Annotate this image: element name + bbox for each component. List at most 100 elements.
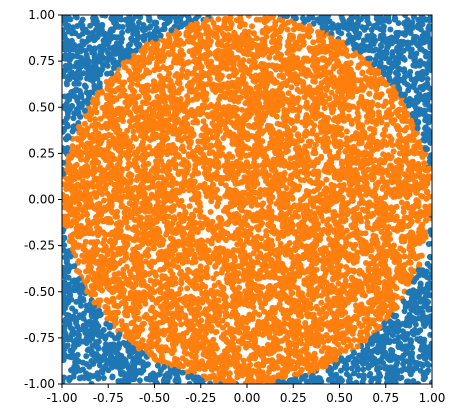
point-inside	[189, 172, 196, 179]
point-inside	[273, 113, 280, 120]
point-inside	[142, 300, 149, 307]
point-outside	[346, 377, 353, 384]
point-inside	[336, 176, 343, 183]
point-inside	[296, 273, 303, 280]
point-inside	[211, 32, 218, 39]
point-inside	[308, 162, 315, 169]
point-inside	[284, 147, 291, 154]
point-inside	[116, 293, 123, 300]
point-inside	[99, 191, 106, 198]
point-inside	[231, 29, 238, 36]
point-outside	[65, 97, 72, 104]
point-inside	[306, 142, 313, 149]
point-outside	[83, 353, 90, 360]
point-inside	[335, 341, 342, 348]
point-outside	[124, 27, 131, 34]
point-inside	[91, 106, 98, 113]
point-inside	[236, 284, 243, 291]
point-inside	[159, 167, 166, 174]
point-inside	[318, 299, 325, 306]
point-inside	[312, 141, 319, 148]
point-inside	[372, 193, 379, 200]
point-inside	[187, 337, 194, 344]
point-inside	[263, 228, 270, 235]
point-inside	[326, 95, 333, 102]
point-outside	[343, 371, 350, 378]
point-inside	[383, 121, 390, 128]
point-inside	[274, 120, 281, 127]
point-inside	[136, 237, 143, 244]
point-outside	[96, 362, 103, 369]
point-inside	[184, 285, 191, 292]
point-inside	[362, 230, 369, 237]
point-outside	[338, 15, 345, 19]
point-inside	[184, 266, 191, 273]
point-outside	[378, 43, 385, 50]
point-outside	[69, 102, 76, 109]
point-outside	[389, 49, 396, 56]
point-inside	[121, 143, 128, 150]
point-inside	[175, 80, 182, 87]
point-inside	[213, 186, 220, 193]
point-inside	[261, 15, 268, 22]
point-inside	[205, 113, 212, 120]
point-outside	[62, 330, 69, 337]
point-inside	[378, 91, 385, 98]
point-inside	[343, 128, 350, 135]
point-outside	[62, 228, 66, 235]
point-inside	[232, 309, 239, 315]
point-inside	[263, 33, 270, 40]
point-inside	[316, 310, 323, 317]
point-inside	[313, 303, 320, 310]
point-outside	[195, 15, 202, 19]
point-inside	[401, 253, 408, 260]
point-outside	[353, 379, 360, 384]
point-outside	[109, 373, 116, 380]
point-inside	[144, 100, 150, 107]
point-outside	[428, 379, 432, 384]
point-inside	[82, 238, 89, 245]
point-inside	[226, 370, 233, 377]
point-inside	[143, 252, 150, 259]
point-inside	[200, 118, 207, 125]
point-inside	[375, 179, 382, 186]
point-inside	[359, 291, 366, 298]
point-outside	[104, 62, 111, 69]
point-inside	[172, 247, 179, 254]
point-inside	[245, 15, 252, 19]
point-inside	[350, 207, 357, 214]
point-inside	[381, 126, 388, 133]
point-outside	[74, 351, 81, 358]
point-outside	[348, 365, 355, 372]
point-inside	[185, 59, 192, 66]
point-inside	[276, 353, 283, 360]
point-inside	[136, 303, 143, 310]
point-inside	[414, 217, 421, 224]
point-inside	[163, 103, 170, 110]
point-inside	[149, 150, 156, 157]
point-inside	[342, 347, 349, 354]
point-inside	[416, 261, 423, 268]
point-inside	[398, 199, 405, 206]
point-outside	[62, 279, 66, 286]
point-outside	[136, 377, 143, 384]
point-inside	[358, 323, 365, 330]
point-outside	[387, 26, 394, 33]
point-inside	[401, 214, 408, 221]
point-inside	[208, 102, 215, 109]
point-inside	[223, 329, 230, 336]
point-inside	[247, 290, 254, 296]
point-inside	[222, 182, 229, 189]
point-inside	[69, 143, 76, 150]
point-inside	[206, 259, 213, 266]
point-inside	[207, 208, 214, 215]
point-inside	[165, 336, 172, 343]
point-inside	[310, 39, 317, 46]
point-inside	[159, 319, 166, 326]
point-inside	[145, 160, 152, 167]
point-inside	[342, 243, 349, 250]
point-inside	[72, 162, 79, 169]
point-outside	[186, 380, 193, 384]
point-outside	[404, 379, 411, 384]
